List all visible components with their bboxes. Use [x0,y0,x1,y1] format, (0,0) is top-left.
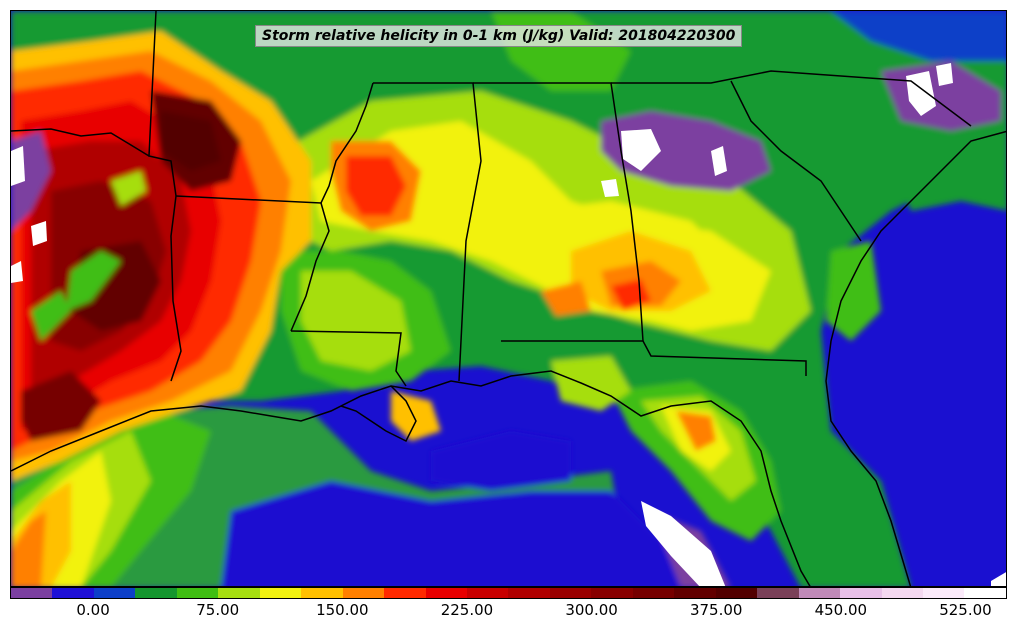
colorbar-segment [93,588,136,598]
colorbar-segment [881,588,923,598]
colorbar-segment [342,588,385,598]
colorbar-segment [964,588,1006,598]
colorbar-segment [259,588,302,598]
colorbar-segment [798,588,841,598]
helicity-map [11,11,1006,586]
map-panel: Storm relative helicity in 0-1 km (J/kg)… [10,10,1007,587]
colorbar-segment [840,588,882,598]
colorbar-segment [674,588,716,598]
colorbar-segment [11,588,53,598]
colorbar-tick-label: 375.00 [689,601,743,619]
colorbar-segment [591,588,633,598]
map-title: Storm relative helicity in 0-1 km (J/kg)… [255,25,743,47]
colorbar-segment [52,588,94,598]
colorbar-tick-label: 450.00 [814,601,868,619]
colorbar-segment [922,588,965,598]
boundary-lines [11,11,1006,586]
colorbar-tick-label: 525.00 [939,601,992,619]
colorbar-segment [176,588,219,598]
colorbar-tick-label: 300.00 [565,601,618,619]
colorbar-tick-label: 225.00 [440,601,494,619]
helicity-field [11,11,1006,586]
colorbar-tick-label: 0.00 [76,601,110,619]
colorbar-segment [384,588,426,598]
extreme-value-patches [11,63,1006,586]
colorbar-segment [757,588,799,598]
colorbar-segment [218,588,260,598]
colorbar-segment [715,588,758,598]
colorbar-tick-label: 150.00 [316,601,369,619]
colorbar-segment [301,588,343,598]
colorbar-segment [425,588,467,598]
colorbar-labels: 0.00 75.00 150.00 225.00 300.00 375.00 450.00 5… [10,601,1007,625]
colorbar-segment [135,588,177,598]
colorbar-segment [549,588,592,598]
colorbar-segment [466,588,509,598]
colorbar-tick-label: 75.00 [196,601,240,619]
colorbar-segment [632,588,675,598]
colorbar-segment [508,588,550,598]
colorbar [10,587,1007,599]
